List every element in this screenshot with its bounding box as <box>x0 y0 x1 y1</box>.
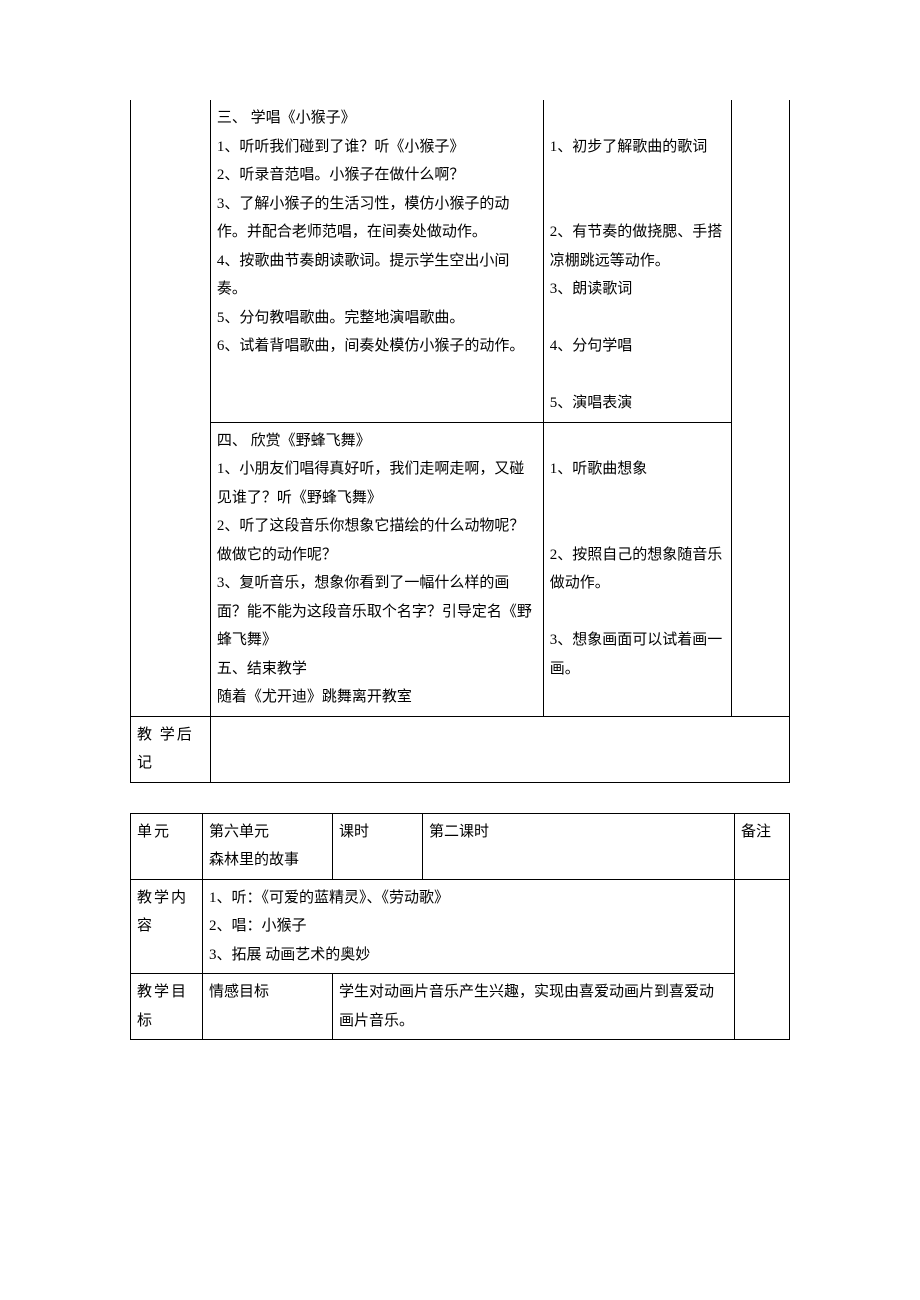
content-label: 教学内容 <box>131 879 203 974</box>
teaching-note-label: 教 学后记 <box>131 716 211 782</box>
teacher-activity-cell: 三、 学唱《小猴子》 1、听听我们碰到了谁？听《小猴子》 2、听录音范唱。小猴子… <box>210 100 543 422</box>
lesson-table-1: 三、 学唱《小猴子》 1、听听我们碰到了谁？听《小猴子》 2、听录音范唱。小猴子… <box>130 100 790 783</box>
remark-cell <box>732 422 790 716</box>
goal-label: 教学目标 <box>131 974 203 1040</box>
table-row: 四、 欣赏《野蜂飞舞》 1、小朋友们唱得真好听，我们走啊走啊，又碰见谁了？听《野… <box>131 422 790 716</box>
remark-label: 备注 <box>735 813 790 879</box>
table-row: 教学内容 1、听：《可爱的蓝精灵》、《劳动歌》 2、唱：小猴子 3、拓展 动画艺… <box>131 879 790 974</box>
emotion-goal-value: 学生对动画片音乐产生兴趣，实现由喜爱动画片到喜爱动画片音乐。 <box>333 974 735 1040</box>
period-label: 课时 <box>333 813 423 879</box>
remark-cell <box>735 879 790 974</box>
unit-value: 第六单元 森林里的故事 <box>203 813 333 879</box>
lesson-table-2: 单元 第六单元 森林里的故事 课时 第二课时 备注 教学内容 1、听：《可爱的蓝… <box>130 813 790 1041</box>
unit-label: 单元 <box>131 813 203 879</box>
content-value: 1、听：《可爱的蓝精灵》、《劳动歌》 2、唱：小猴子 3、拓展 动画艺术的奥妙 <box>203 879 735 974</box>
period-value: 第二课时 <box>423 813 735 879</box>
table-row: 教 学后记 <box>131 716 790 782</box>
emotion-goal-label: 情感目标 <box>203 974 333 1040</box>
remark-cell <box>735 974 790 1040</box>
empty-label <box>131 100 211 422</box>
teaching-note-cell <box>210 716 789 782</box>
table-row: 三、 学唱《小猴子》 1、听听我们碰到了谁？听《小猴子》 2、听录音范唱。小猴子… <box>131 100 790 422</box>
student-activity-cell: 1、听歌曲想象 2、按照自己的想象随音乐做动作。 3、想象画面可以试着画一画。 <box>543 422 732 716</box>
table-row: 教学目标 情感目标 学生对动画片音乐产生兴趣，实现由喜爱动画片到喜爱动画片音乐。 <box>131 974 790 1040</box>
table-row: 单元 第六单元 森林里的故事 课时 第二课时 备注 <box>131 813 790 879</box>
student-activity-cell: 1、初步了解歌曲的歌词 2、有节奏的做挠腮、手搭凉棚跳远等动作。 3、朗读歌词 … <box>543 100 732 422</box>
remark-cell <box>732 100 790 422</box>
teacher-activity-cell: 四、 欣赏《野蜂飞舞》 1、小朋友们唱得真好听，我们走啊走啊，又碰见谁了？听《野… <box>210 422 543 716</box>
empty-label <box>131 422 211 716</box>
